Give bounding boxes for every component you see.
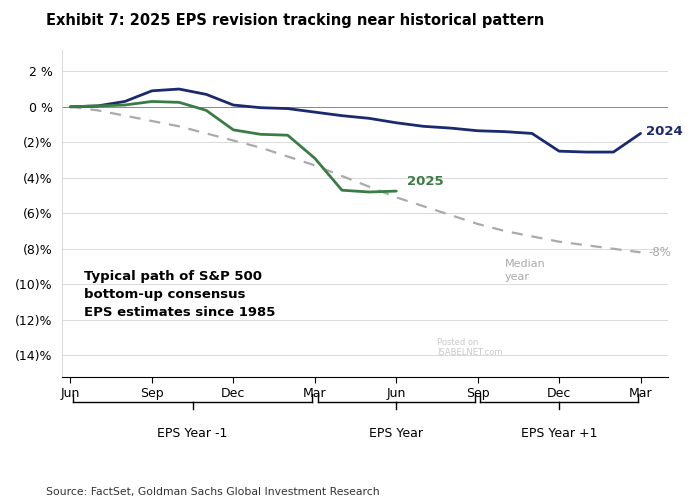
Text: -8%: -8%: [649, 246, 671, 259]
Text: Median
year: Median year: [505, 260, 545, 282]
Text: EPS Year +1: EPS Year +1: [521, 426, 597, 440]
Text: 2025: 2025: [407, 174, 444, 188]
Text: EPS Year: EPS Year: [369, 426, 424, 440]
Text: Exhibit 7: 2025 EPS revision tracking near historical pattern: Exhibit 7: 2025 EPS revision tracking ne…: [46, 12, 544, 28]
Text: Posted on
ISABELNET.com: Posted on ISABELNET.com: [437, 338, 503, 357]
Text: Typical path of S&P 500
bottom-up consensus
EPS estimates since 1985: Typical path of S&P 500 bottom-up consen…: [84, 270, 275, 319]
Text: EPS Year -1: EPS Year -1: [158, 426, 228, 440]
Text: 2024: 2024: [646, 125, 682, 138]
Text: Source: FactSet, Goldman Sachs Global Investment Research: Source: FactSet, Goldman Sachs Global In…: [46, 488, 379, 498]
